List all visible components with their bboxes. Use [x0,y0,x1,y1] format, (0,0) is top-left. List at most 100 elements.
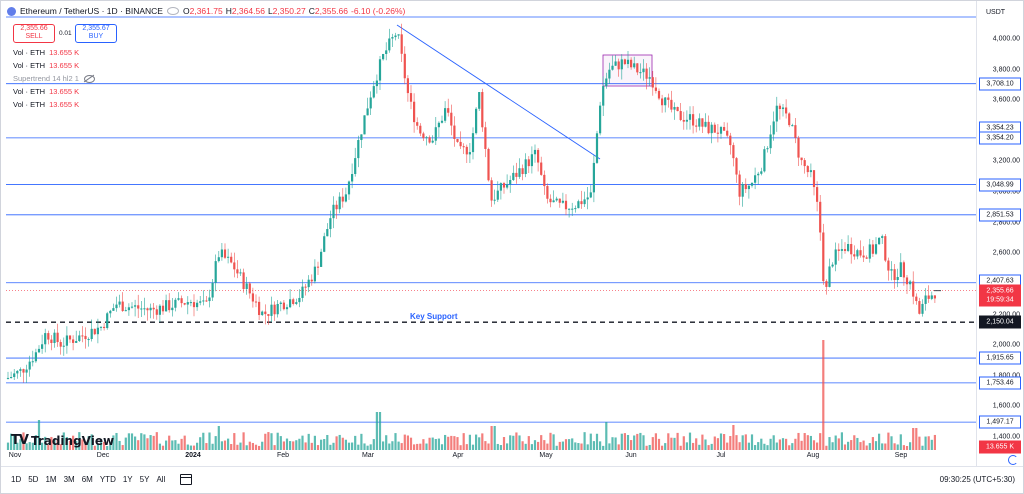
candle-body [738,174,741,197]
buy-button[interactable]: 2,355.67 BUY [75,24,117,43]
timeframe-5d[interactable]: 5D [28,475,39,484]
timeframe-all[interactable]: All [156,475,166,484]
candle-body [180,298,183,304]
candle-body [428,137,431,143]
candle-body [22,369,25,373]
candle-body [316,266,320,268]
volume-bar [459,445,462,450]
price-level-tag[interactable]: 1,497.17 [979,415,1021,429]
candle-body [406,78,409,94]
volume-bar [301,435,304,450]
candle-body [558,198,561,203]
volume-bar [347,442,351,450]
volume-bar [552,434,555,450]
volume-bar [450,435,453,450]
candlestick-chart[interactable] [1,1,976,466]
volume-bar [512,435,515,450]
symbol-title[interactable]: Ethereum / TetherUS · 1D · BINANCE [20,6,163,16]
volume-bar [103,441,106,450]
price-level-tag[interactable]: 13.655 K [979,440,1021,454]
tradingview-logo: 𝗧V TradingView [11,433,114,448]
timeframe-3m[interactable]: 3M [63,475,75,484]
time-tick-label: Sep [894,452,908,459]
price-level-tag[interactable]: 2,851.53 [979,208,1021,222]
hidden-eye-icon[interactable] [83,75,95,84]
volume-bar [261,441,264,450]
candle-body [140,308,143,310]
price-level-tag[interactable]: 3,354.23 [979,121,1021,135]
candle-body [62,345,65,347]
volume-bar [509,435,512,450]
candle-body [44,333,47,345]
candle-body [416,122,419,126]
price-level-tag[interactable]: 3,708.10 [979,77,1021,91]
price-level-tag[interactable]: 3,048.99 [979,178,1021,192]
chart-pane[interactable]: Ethereum / TetherUS · 1D · BINANCE O2,36… [1,1,976,466]
candle-body [115,304,118,309]
volume-bar [25,443,28,450]
price-tick-label: 2,000.00 [992,341,1020,349]
candle-body [329,218,332,230]
indicator-row[interactable]: Vol · ETH 13.655 K [13,85,95,98]
indicator-row[interactable]: Supertrend 14 hl2 1 [13,72,95,85]
volume-bar [592,441,595,450]
time-tick-label: Jul [716,452,726,459]
time-tick-label: 2024 [185,452,201,459]
candle-body [391,37,394,39]
volume-bar [738,442,741,450]
volume-bar [679,445,682,450]
candle-body [812,170,816,188]
clock-readout[interactable]: 09:30:25 (UTC+5:30) [939,475,1015,484]
calendar-icon[interactable] [180,474,193,485]
key-support-label: Key Support [410,312,458,321]
volume-bar [236,444,239,450]
volume-bar [171,440,174,450]
price-level-tag[interactable]: 3,354.20 [979,131,1021,145]
volume-bar [220,441,223,450]
price-level-tag[interactable]: 1,753.46 [979,376,1021,390]
volume-bar [664,443,667,450]
candle-body [729,135,732,146]
candle-body [434,127,437,141]
timeframe-1d[interactable]: 1D [11,475,22,484]
timeframe-5y[interactable]: 5Y [139,475,150,484]
candle-body [887,260,890,271]
volume-bar [682,436,685,450]
countdown-tag[interactable]: 19:59:34 [979,293,1021,307]
time-axis[interactable]: Nov Dec 2024 Feb Mar Apr May Jun Jul Aug Sep [1,450,976,466]
sell-button[interactable]: 2,355.66 SELL [13,24,55,43]
candle-body [106,313,109,329]
indicator-row[interactable]: Vol · ETH 13.655 K [13,98,95,111]
candle-body [47,333,50,340]
volume-bar [124,437,127,450]
volume-bar [391,441,394,450]
timeframe-6m[interactable]: 6M [81,475,93,484]
volume-bar [230,444,233,450]
indicator-row[interactable]: Vol · ETH 13.655 K [13,46,95,59]
candle-body [546,186,549,199]
price-level-tag[interactable]: 1,915.65 [979,351,1021,365]
time-tick-label: Mar [361,452,375,459]
indicator-row[interactable]: Vol · ETH 13.655 K [13,59,95,72]
volume-bar [803,433,806,450]
candle-body [639,72,642,74]
auto-scale-icon[interactable] [1008,455,1018,465]
volume-bar [546,443,549,450]
volume-bar [65,437,68,450]
price-axis[interactable]: USDT 4,000.003,800.003,600.003,400.003,2… [976,1,1023,466]
volume-bar [140,433,143,450]
currency-label[interactable]: USDT [986,9,1006,16]
timeframe-1m[interactable]: 1M [45,475,57,484]
volume-bar [478,437,481,450]
timeframe-1y[interactable]: 1Y [122,475,133,484]
volume-bar [75,440,78,450]
volume-bar [707,445,710,450]
candle-body [763,149,766,172]
candle-body [905,277,909,285]
candle-body [304,286,307,288]
timeframe-ytd[interactable]: YTD [99,475,116,484]
candle-body [645,68,648,79]
key-support-price-tag[interactable]: 2,150.04 [979,315,1021,329]
volume-bar [59,444,62,450]
